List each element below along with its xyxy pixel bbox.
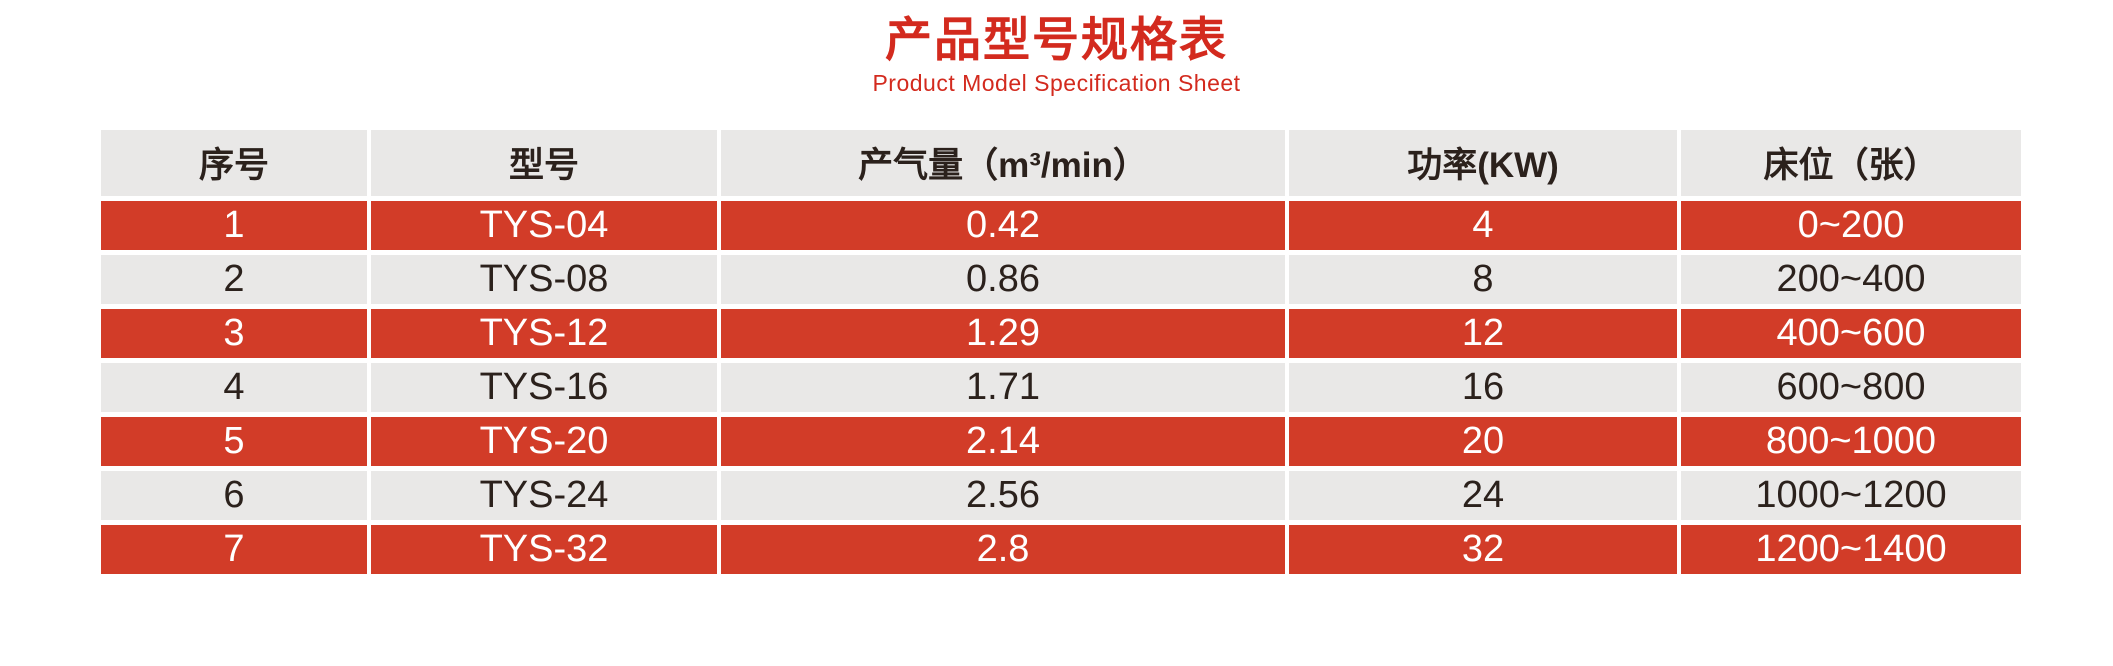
cell-model: TYS-12	[371, 308, 717, 358]
cell-index: 3	[101, 308, 367, 358]
cell-index: 7	[101, 524, 367, 574]
cell-model: TYS-24	[371, 470, 717, 520]
cell-beds: 400~600	[1681, 308, 2021, 358]
cell-beds: 200~400	[1681, 254, 2021, 304]
cell-model: TYS-32	[371, 524, 717, 574]
cell-beds: 1200~1400	[1681, 524, 2021, 574]
title-block: 产品型号规格表 Product Model Specification Shee…	[0, 0, 2113, 97]
cell-gas-output: 0.42	[721, 200, 1285, 250]
cell-index: 5	[101, 416, 367, 466]
cell-gas-output: 1.71	[721, 362, 1285, 412]
cell-model: TYS-20	[371, 416, 717, 466]
cell-beds: 1000~1200	[1681, 470, 2021, 520]
column-header-index: 序号	[101, 129, 367, 196]
table-header-row: 序号 型号 产气量（m³/min） 功率(KW) 床位（张）	[101, 129, 2021, 196]
table-row: 3 TYS-12 1.29 12 400~600	[101, 308, 2021, 358]
table-row: 6 TYS-24 2.56 24 1000~1200	[101, 470, 2021, 520]
cell-index: 6	[101, 470, 367, 520]
cell-power: 4	[1289, 200, 1677, 250]
cell-power: 8	[1289, 254, 1677, 304]
table-row: 4 TYS-16 1.71 16 600~800	[101, 362, 2021, 412]
cell-index: 4	[101, 362, 367, 412]
column-header-power: 功率(KW)	[1289, 129, 1677, 196]
cell-index: 2	[101, 254, 367, 304]
column-header-model: 型号	[371, 129, 717, 196]
column-header-gas-output: 产气量（m³/min）	[721, 129, 1285, 196]
cell-model: TYS-04	[371, 200, 717, 250]
cell-beds: 0~200	[1681, 200, 2021, 250]
table-row: 5 TYS-20 2.14 20 800~1000	[101, 416, 2021, 466]
cell-power: 16	[1289, 362, 1677, 412]
cell-power: 24	[1289, 470, 1677, 520]
cell-model: TYS-08	[371, 254, 717, 304]
cell-power: 32	[1289, 524, 1677, 574]
cell-power: 12	[1289, 308, 1677, 358]
table-row: 7 TYS-32 2.8 32 1200~1400	[101, 524, 2021, 574]
cell-gas-output: 2.8	[721, 524, 1285, 574]
column-header-beds: 床位（张）	[1681, 129, 2021, 196]
cell-model: TYS-16	[371, 362, 717, 412]
cell-gas-output: 1.29	[721, 308, 1285, 358]
table-row: 1 TYS-04 0.42 4 0~200	[101, 200, 2021, 250]
cell-gas-output: 2.56	[721, 470, 1285, 520]
cell-gas-output: 0.86	[721, 254, 1285, 304]
cell-power: 20	[1289, 416, 1677, 466]
cell-gas-output: 2.14	[721, 416, 1285, 466]
cell-beds: 800~1000	[1681, 416, 2021, 466]
spec-table: 序号 型号 产气量（m³/min） 功率(KW) 床位（张） 1 TYS-04 …	[97, 124, 2025, 579]
table-row: 2 TYS-08 0.86 8 200~400	[101, 254, 2021, 304]
cell-index: 1	[101, 200, 367, 250]
cell-beds: 600~800	[1681, 362, 2021, 412]
page-title: 产品型号规格表	[885, 13, 1228, 66]
page-subtitle: Product Model Specification Sheet	[872, 69, 1241, 96]
